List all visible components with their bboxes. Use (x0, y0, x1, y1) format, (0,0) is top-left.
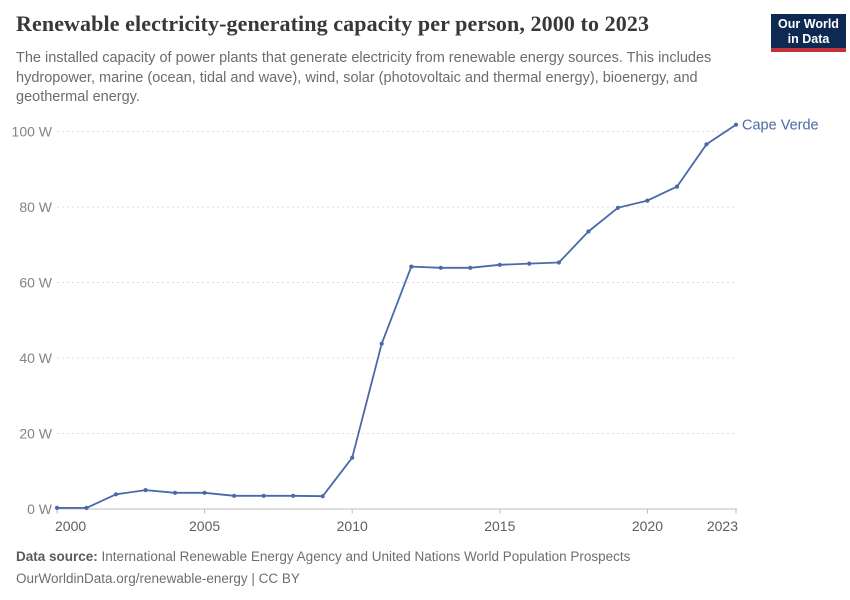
data-point-2014[interactable] (468, 265, 473, 270)
owid-url-link[interactable]: OurWorldinData.org/renewable-energy (16, 571, 248, 586)
data-point-2023[interactable] (733, 122, 739, 127)
owid-logo[interactable]: Our World in Data (771, 14, 846, 52)
data-point-2011[interactable] (379, 341, 384, 346)
data-point-2004[interactable] (173, 490, 178, 495)
logo-text-line1: Our World (778, 17, 839, 31)
data-source-row: Data source: International Renewable Ene… (16, 546, 630, 568)
series-label-cape-verde[interactable]: Cape Verde (742, 118, 819, 134)
data-point-2005[interactable] (202, 490, 207, 495)
data-point-2019[interactable] (615, 205, 621, 210)
data-point-2020[interactable] (645, 198, 650, 203)
data-point-2016[interactable] (527, 261, 532, 266)
y-axis-label: 0 W (27, 501, 53, 517)
chart-title: Renewable electricity-generating capacit… (16, 11, 650, 36)
x-axis-label: 2023 (707, 518, 738, 534)
data-point-2021[interactable] (674, 184, 680, 189)
data-source-label: Data source: (16, 549, 98, 564)
data-point-2012[interactable] (409, 264, 414, 269)
y-axis-label: 20 W (19, 426, 52, 442)
y-axis-label: 80 W (19, 199, 52, 215)
data-point-2000[interactable] (54, 505, 60, 510)
y-axis-label: 60 W (19, 275, 52, 291)
data-point-2003[interactable] (143, 488, 148, 493)
x-axis-label: 2000 (55, 518, 86, 534)
data-point-2018[interactable] (586, 229, 591, 234)
data-point-2002[interactable] (113, 492, 119, 497)
subtitle-line: hydropower, marine (ocean, tidal and wav… (16, 69, 698, 86)
y-axis-label: 100 W (12, 124, 53, 140)
x-axis-label: 2010 (337, 518, 368, 534)
data-point-2022[interactable] (704, 142, 709, 147)
data-point-2008[interactable] (291, 493, 296, 498)
data-point-2010[interactable] (350, 455, 355, 460)
footer-separator: | (251, 571, 255, 586)
data-point-2006[interactable] (232, 493, 237, 498)
data-point-2013[interactable] (438, 265, 443, 270)
subtitle-line: geothermal energy. (16, 89, 140, 105)
logo-text-line2: in Data (787, 31, 830, 46)
y-axis-label: 40 W (19, 350, 52, 366)
data-point-2009[interactable] (320, 494, 325, 499)
chart-footer: Data source: International Renewable Ene… (16, 546, 630, 590)
subtitle-line: The installed capacity of power plants t… (16, 50, 712, 66)
data-point-2001[interactable] (84, 505, 89, 510)
x-axis-label: 2015 (484, 518, 515, 534)
chart-subtitle: The installed capacity of power plants t… (16, 49, 711, 108)
license-link[interactable]: CC BY (258, 571, 300, 586)
x-axis-label: 2020 (632, 518, 663, 534)
data-source-text: International Renewable Energy Agency an… (101, 549, 631, 564)
data-point-2017[interactable] (556, 260, 562, 265)
data-point-2015[interactable] (497, 262, 502, 267)
data-line-cape-verde[interactable] (56, 123, 737, 509)
data-point-2007[interactable] (261, 493, 266, 498)
line-chart[interactable]: 0 W 20 W 40 W 60 W 80 W 100 W 2000 2005 2010 2015… (0, 110, 850, 545)
x-axis-label: 2005 (189, 518, 220, 534)
license-row: OurWorldinData.org/renewable-energy | CC… (16, 568, 630, 590)
